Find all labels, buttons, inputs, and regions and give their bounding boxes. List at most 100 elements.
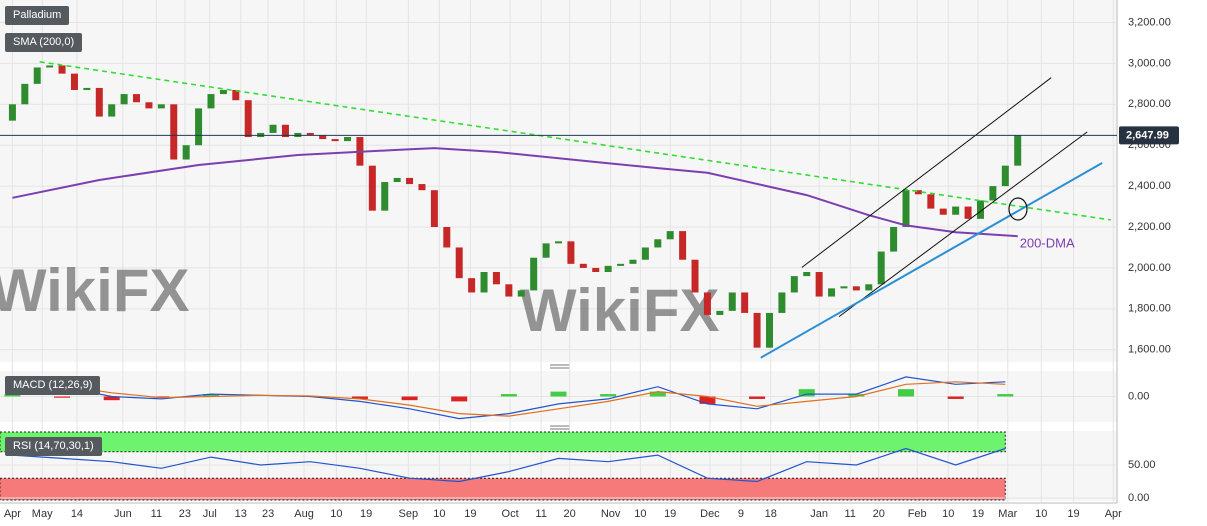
candle (244, 100, 252, 138)
candle (790, 276, 798, 293)
macd-line (12, 381, 1006, 417)
last-price-label: 2,647.99 (1126, 129, 1169, 141)
candle (629, 259, 637, 264)
candle (728, 292, 736, 311)
candle (852, 286, 860, 291)
candle (679, 231, 687, 260)
candle (765, 312, 773, 348)
x-tick-label: 10 (433, 508, 445, 520)
candle (219, 89, 227, 95)
candle (1001, 165, 1009, 187)
candle (182, 145, 190, 160)
x-tick-label: 19 (464, 508, 476, 520)
x-tick-label: 20 (564, 508, 576, 520)
candle (108, 104, 116, 117)
legend-tag: RSI (14,70,30,1) (5, 437, 102, 456)
x-tick-label: 11 (151, 508, 162, 520)
candle (542, 243, 550, 258)
candle (976, 200, 984, 219)
y-tick-label: 2,000.00 (1128, 262, 1171, 274)
candle (555, 241, 562, 244)
candle (666, 231, 674, 240)
x-tick-label: Jul (203, 508, 217, 520)
x-tick-label: Mar (998, 508, 1017, 520)
candle (914, 190, 922, 195)
x-tick-label: Apr (4, 508, 21, 520)
candle (691, 259, 699, 293)
candle (592, 267, 600, 273)
candle (393, 177, 401, 183)
candle (517, 290, 525, 297)
candle (617, 263, 625, 266)
candle (753, 312, 761, 348)
candle (83, 87, 91, 90)
candle (170, 104, 178, 160)
candle (281, 124, 289, 138)
price-panel (0, 0, 1117, 362)
macd-histogram-bar (600, 394, 617, 397)
candle (207, 94, 215, 109)
annotation: 200-DMA (1020, 236, 1075, 251)
splitter[interactable] (550, 364, 570, 430)
candle (195, 108, 203, 146)
rsi-line (12, 447, 1006, 483)
candle (406, 177, 414, 185)
candle (344, 137, 352, 142)
macd-histogram-bar (550, 391, 567, 397)
y-tick-label: 3,200.00 (1128, 16, 1171, 28)
x-tick-label: Jan (810, 508, 828, 520)
candle (964, 206, 972, 219)
candle (480, 272, 488, 293)
candle (418, 184, 426, 191)
candle (828, 288, 836, 297)
macd-histogram-bar (401, 396, 418, 401)
candle (269, 124, 277, 133)
x-tick-label: 19 (664, 508, 676, 520)
macd-histogram-bar (699, 396, 716, 404)
candle (890, 227, 898, 252)
x-tick-label: Aug (294, 508, 314, 520)
x-tick-label: 14 (71, 508, 83, 520)
x-tick-label: Nov (601, 508, 621, 520)
candle (443, 227, 451, 248)
candle (492, 272, 500, 285)
overbought-band (0, 431, 1006, 453)
grid (0, 0, 1117, 503)
x-tick-label: May (32, 508, 53, 520)
candle (877, 251, 885, 285)
x-tick-label: 19 (972, 508, 984, 520)
candle (803, 272, 811, 277)
trendline (39, 61, 1111, 221)
candle (641, 247, 649, 260)
candle (145, 102, 153, 109)
candle (703, 292, 711, 315)
x-tick-label: 13 (235, 508, 247, 520)
candle (368, 165, 376, 211)
candle (952, 206, 960, 215)
sma-line (12, 147, 1018, 238)
y-tick-label: 1,600.00 (1128, 344, 1171, 356)
x-tick-label: 10 (634, 508, 646, 520)
candle (430, 190, 438, 228)
macd-histogram-bar (202, 394, 219, 397)
candle (1014, 135, 1022, 166)
candle (70, 73, 78, 90)
candle (579, 263, 587, 268)
trendline (801, 77, 1052, 268)
candle (21, 83, 29, 105)
x-tick-label: 11 (844, 508, 855, 520)
candle (33, 67, 41, 84)
x-tick-label: 23 (262, 508, 274, 520)
macd-histogram-bar (54, 396, 71, 398)
candle (741, 292, 749, 313)
candle (331, 139, 339, 142)
watermark: WikiFX (0, 257, 189, 324)
candle (989, 186, 997, 201)
candle (865, 284, 873, 291)
x-tick-label: 11 (535, 508, 546, 520)
candle (319, 134, 327, 140)
x-tick-label: Sep (399, 508, 419, 520)
macd-histogram-bar (997, 394, 1014, 397)
